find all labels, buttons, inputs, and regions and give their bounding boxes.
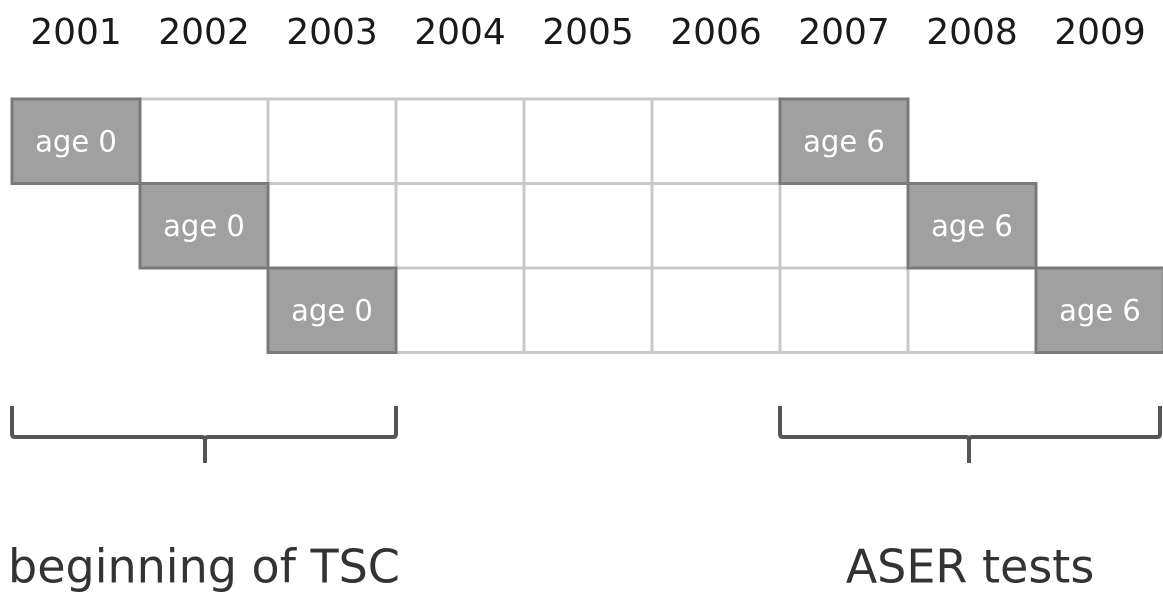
age-cell <box>1034 266 1163 354</box>
empty-cell <box>906 266 1038 354</box>
age-cell <box>266 266 398 354</box>
year-label: 2007 <box>798 12 890 53</box>
year-label: 2006 <box>670 12 762 53</box>
empty-cell <box>522 266 654 354</box>
age-cell <box>778 97 910 185</box>
empty-cell <box>266 182 398 270</box>
empty-cell <box>522 182 654 270</box>
empty-cell <box>394 266 526 354</box>
year-header: 2001 2002 2003 2004 2005 2006 2007 2008 2009 <box>30 12 1146 53</box>
empty-cell <box>778 182 910 270</box>
year-label: 2001 <box>30 12 122 53</box>
right-bracket <box>778 406 1162 463</box>
bracket-label: ASER tests <box>846 540 1095 594</box>
left-bracket <box>10 406 398 463</box>
empty-cell <box>138 97 270 185</box>
year-label: 2005 <box>542 12 634 53</box>
age-label: age 6 <box>931 209 1013 243</box>
year-label: 2009 <box>1054 12 1146 53</box>
empty-cell <box>522 97 654 185</box>
age-label: age 6 <box>1059 293 1141 327</box>
empty-cell <box>650 97 782 185</box>
age-label: age 6 <box>803 124 885 158</box>
empty-cell <box>394 97 526 185</box>
cohort-grid: age 0 age 6 age 0 age 6 age 0 age 6 <box>10 97 1163 354</box>
empty-cell <box>650 182 782 270</box>
age-label: age 0 <box>35 124 117 158</box>
empty-cell <box>394 182 526 270</box>
year-label: 2008 <box>926 12 1018 53</box>
age-cell <box>138 182 270 270</box>
year-label: 2004 <box>414 12 506 53</box>
empty-cell <box>778 266 910 354</box>
year-label: 2003 <box>286 12 378 53</box>
bracket-label: beginning of TSC <box>8 540 400 594</box>
age-cell <box>10 97 142 185</box>
empty-cell <box>266 97 398 185</box>
age-label: age 0 <box>291 293 373 327</box>
age-cell <box>906 182 1038 270</box>
year-label: 2002 <box>158 12 250 53</box>
empty-cell <box>650 266 782 354</box>
age-label: age 0 <box>163 209 245 243</box>
